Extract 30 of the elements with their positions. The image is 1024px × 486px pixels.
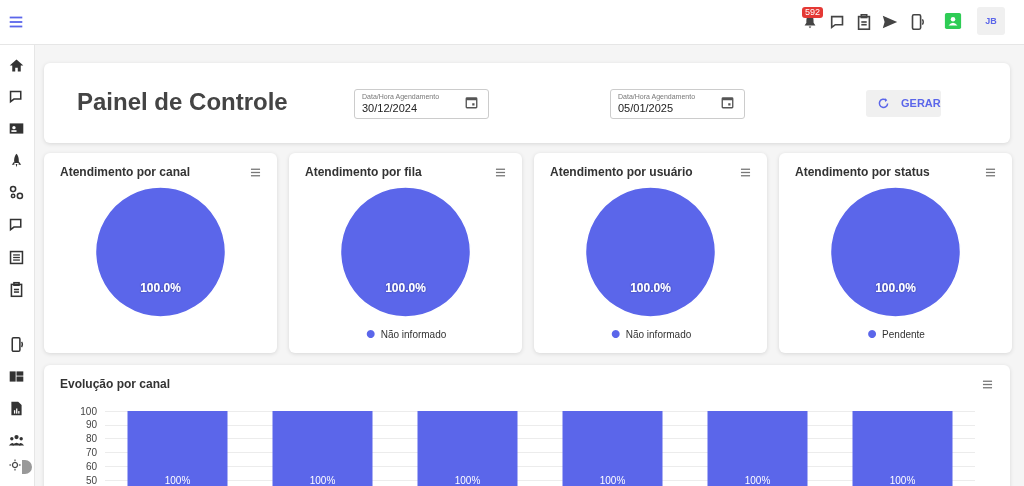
data-label: 100% [744,474,771,486]
data-label: 100% [164,474,191,486]
data-label: 100.0% [385,280,427,295]
chart-title: Atendimento por status [795,165,930,179]
chart-title: Atendimento por fila [305,165,422,179]
legend-label: Não informado [380,328,447,340]
chart-title: Evolução por canal [60,377,171,391]
chart-title: Atendimento por canal [60,165,191,179]
chart-title: Atendimento por usuário [550,165,693,179]
data-label: 100.0% [630,280,672,295]
text: GERAR [901,97,941,109]
y-tick-label: 80 [85,433,98,445]
y-tick-label: 60 [85,460,98,472]
text: Painel de Controle [77,88,288,116]
y-tick-label: 90 [85,419,98,431]
data-label: 100% [454,474,481,486]
text: 05/01/2025 [618,102,674,114]
data-label: 100% [599,474,626,486]
data-label: 100.0% [875,280,917,295]
text: 592 [802,7,824,18]
y-tick-label: 50 [85,474,98,486]
legend-label: Pendente [882,328,926,340]
y-tick-label: 70 [85,446,98,458]
text: JB [977,7,1005,35]
data-label: 100% [889,474,916,486]
legend-label: Não informado [625,328,692,340]
data-label: 100% [309,474,336,486]
text: 30/12/2024 [362,102,418,114]
y-tick-label: 100 [80,405,98,417]
data-label: 100.0% [140,280,182,295]
